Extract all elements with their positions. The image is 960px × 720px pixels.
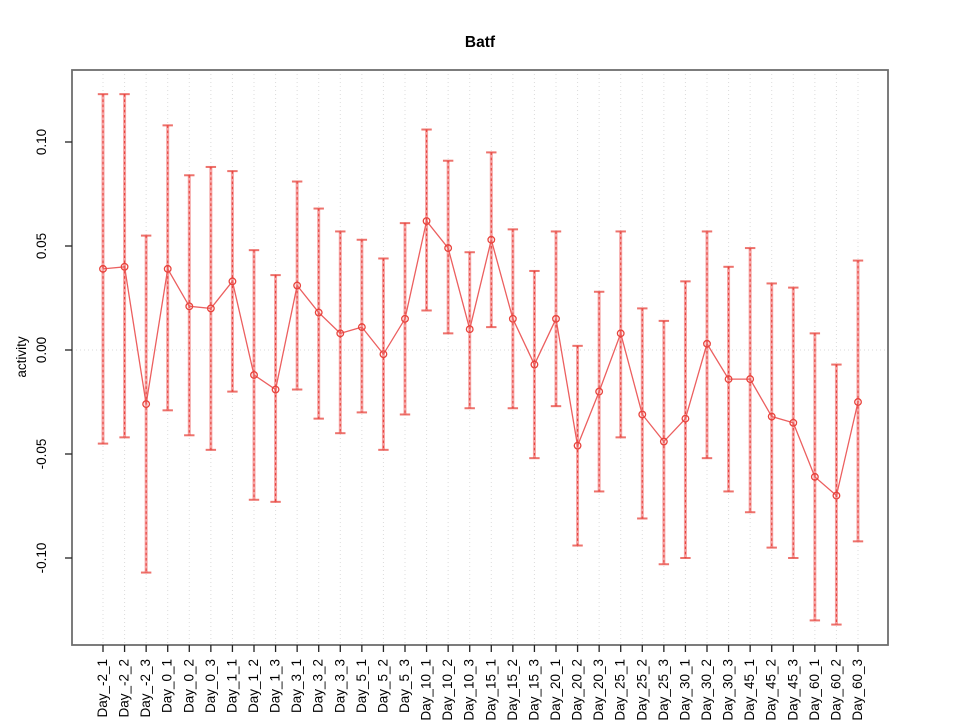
x-tick-label: Day_3_2 xyxy=(311,659,326,713)
data-point xyxy=(552,314,560,323)
data-point xyxy=(379,350,388,359)
x-tick-label: Day_25_2 xyxy=(634,659,649,720)
data-point xyxy=(120,262,129,271)
x-tick-label: Day_15_2 xyxy=(505,659,520,720)
x-tick-label: Day_25_3 xyxy=(656,659,671,720)
x-tick-label: Day_30_1 xyxy=(677,659,692,720)
data-point xyxy=(832,491,841,500)
x-tick-label: Day_20_3 xyxy=(591,659,606,720)
x-tick-label: Day_30_3 xyxy=(721,659,736,720)
data-point xyxy=(724,375,733,384)
x-tick-label: Day_10_2 xyxy=(440,659,455,720)
data-point xyxy=(206,304,215,313)
x-tick-label: Day_1_2 xyxy=(246,659,261,713)
y-tick-label: -0.10 xyxy=(34,543,49,574)
data-point xyxy=(595,387,604,396)
x-tick-label: Day_45_1 xyxy=(742,659,757,720)
data-point xyxy=(810,472,819,481)
data-point xyxy=(142,400,151,409)
x-tick-label: Day_30_2 xyxy=(699,659,714,720)
y-tick-label: -0.05 xyxy=(34,439,49,470)
x-tick-label: Day_-2_2 xyxy=(117,659,132,718)
data-point xyxy=(681,414,690,423)
data-point xyxy=(854,398,862,406)
x-tick-label: Day_5_2 xyxy=(375,659,390,713)
data-point xyxy=(271,385,280,394)
data-point xyxy=(444,244,453,253)
x-tick-label: Day_0_3 xyxy=(203,659,218,713)
plot-border xyxy=(71,69,889,646)
x-tick-label: Day_15_1 xyxy=(483,659,498,720)
data-point xyxy=(487,235,496,244)
data-point xyxy=(228,277,237,286)
data-point xyxy=(767,412,776,421)
series-line xyxy=(102,219,859,497)
x-tick-label: Day_45_2 xyxy=(764,659,779,720)
x-tick-label: Day_-2_3 xyxy=(138,659,153,718)
x-tick-label: Day_45_3 xyxy=(785,659,800,720)
data-point xyxy=(638,410,647,419)
x-tick-label: Day_5_3 xyxy=(397,659,412,713)
x-tick-label: Day_10_3 xyxy=(462,659,477,720)
x-tick-label: Day_60_1 xyxy=(807,659,822,720)
y-axis-label: activity xyxy=(14,336,29,378)
chart-title: Batf xyxy=(465,34,496,51)
data-point xyxy=(336,329,345,338)
y-tick-label: 0.00 xyxy=(34,337,49,363)
data-point xyxy=(163,264,172,273)
data-point xyxy=(530,360,539,369)
x-tick-label: Day_3_3 xyxy=(332,659,347,713)
x-tick-label: Day_60_2 xyxy=(828,659,843,720)
data-point xyxy=(185,302,194,311)
y-tick-label: 0.05 xyxy=(34,233,49,259)
data-point xyxy=(789,418,798,427)
x-tick-label: Day_60_3 xyxy=(850,659,865,720)
data-point xyxy=(401,314,409,323)
data-point xyxy=(746,375,755,384)
data-point xyxy=(422,217,431,225)
data-point xyxy=(508,314,517,323)
x-tick-label: Day_1_3 xyxy=(268,659,283,713)
x-tick-label: Day_-2_1 xyxy=(95,659,110,718)
data-point xyxy=(659,437,668,446)
data-point xyxy=(293,281,302,290)
y-tick-label: 0.10 xyxy=(34,129,49,155)
x-tick-label: Day_20_2 xyxy=(570,659,585,720)
x-tick-label: Day_5_1 xyxy=(354,659,369,713)
data-point xyxy=(703,339,711,348)
plot-layer: -0.10 -0.05 0.00 0.05 0.10 Day_-2_1 Day_-2_2 Da… xyxy=(34,69,889,720)
data-point xyxy=(250,371,258,379)
data-point xyxy=(616,329,625,338)
data-point xyxy=(99,264,107,273)
x-tick-label: Day_25_1 xyxy=(613,659,628,720)
x-tick-label: Day_10_1 xyxy=(419,659,434,720)
data-point xyxy=(357,323,366,332)
x-tick-label: Day_20_1 xyxy=(548,659,563,720)
x-tick-label: Day_15_3 xyxy=(526,659,541,720)
data-point xyxy=(314,308,323,317)
data-point xyxy=(573,441,582,450)
x-tick-label: Day_0_2 xyxy=(181,659,196,713)
x-tick-label: Day_3_1 xyxy=(289,659,304,713)
x-tick-label: Day_0_1 xyxy=(160,659,175,713)
x-tick-label: Day_1_1 xyxy=(224,659,239,713)
data-point xyxy=(465,325,474,334)
